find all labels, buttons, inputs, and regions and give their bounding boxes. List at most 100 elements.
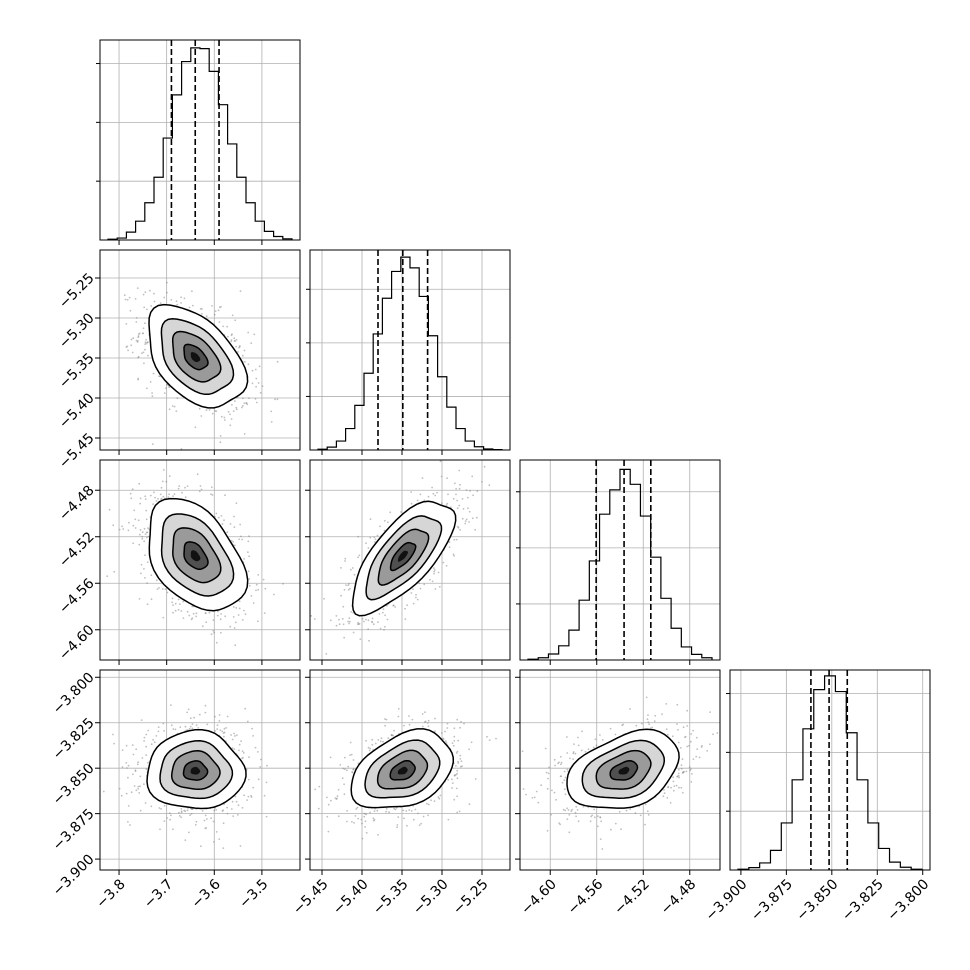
sample-point [419, 493, 422, 496]
sample-point [219, 729, 222, 732]
sample-point [265, 815, 268, 818]
sample-point [412, 588, 414, 591]
sample-point [198, 490, 201, 493]
sample-point [261, 385, 264, 388]
sample-point [610, 828, 612, 831]
sample-point [128, 296, 131, 299]
sample-point [220, 306, 222, 308]
sample-point [102, 790, 105, 793]
sample-point [472, 494, 474, 497]
sample-point [182, 617, 185, 619]
sample-point [137, 519, 140, 522]
sample-point [468, 803, 471, 806]
sample-point [120, 794, 123, 797]
sample-point [680, 767, 683, 770]
sample-point [665, 703, 668, 705]
sample-point [180, 448, 183, 450]
sample-point [250, 794, 252, 797]
sample-point [402, 809, 405, 812]
sample-point [172, 495, 174, 497]
sample-point [159, 828, 161, 831]
sample-point [224, 615, 227, 618]
sample-point [257, 588, 260, 591]
sample-point [204, 814, 207, 817]
sample-point [455, 493, 457, 496]
sample-point [125, 792, 128, 795]
sample-point [251, 664, 253, 666]
sample-point [169, 818, 172, 821]
axes-frame [99, 249, 301, 451]
sample-point [149, 494, 152, 497]
sample-point [397, 816, 400, 818]
sample-point [348, 622, 350, 625]
sample-point [246, 403, 249, 406]
sample-point [220, 515, 223, 517]
sample-point [233, 748, 236, 750]
sample-point [234, 735, 236, 737]
sample-point [147, 527, 150, 530]
sample-point [445, 564, 448, 567]
sample-point [257, 382, 260, 384]
sample-point [682, 791, 684, 794]
sample-point [248, 584, 251, 587]
sample-point [149, 289, 151, 292]
sample-point [143, 306, 146, 309]
sample-point [252, 735, 255, 737]
sample-point [230, 339, 233, 341]
contour-line-3 [183, 541, 209, 571]
scatter-panel-1-3 [309, 669, 511, 871]
contour-line-2 [170, 750, 221, 791]
sample-point [129, 492, 132, 495]
sample-point [452, 553, 455, 556]
sample-point [421, 477, 424, 479]
sample-point [233, 515, 236, 518]
sample-point [218, 720, 221, 722]
sample-point [146, 387, 148, 390]
sample-point [180, 296, 183, 299]
sample-point [330, 799, 332, 802]
histogram-step [107, 47, 293, 240]
contour-line-3 [389, 759, 416, 781]
sample-point [647, 714, 649, 716]
sample-point [141, 531, 144, 534]
sample-point [191, 727, 194, 730]
sample-point [438, 797, 441, 800]
sample-point [455, 538, 458, 541]
sample-point [648, 723, 650, 726]
sample-point [238, 743, 241, 746]
sample-point [150, 805, 153, 808]
sample-point [226, 325, 229, 328]
sample-point [343, 588, 346, 591]
sample-point [231, 747, 234, 750]
sample-point [205, 827, 208, 829]
sample-point [132, 337, 135, 340]
sample-point [113, 742, 115, 745]
sample-point [212, 629, 215, 632]
sample-point [235, 406, 238, 409]
sample-point [229, 413, 231, 416]
sample-point [461, 517, 464, 520]
sample-point [561, 781, 564, 784]
sample-point [427, 719, 430, 722]
sample-point [144, 577, 146, 579]
sample-point [421, 713, 424, 715]
density-fill-4 [190, 352, 201, 363]
sample-point [153, 741, 156, 744]
sample-point [689, 740, 692, 743]
sample-point [410, 592, 413, 594]
sample-point [645, 696, 648, 699]
sample-point [251, 382, 254, 385]
sample-point [247, 795, 250, 798]
sample-point [162, 469, 165, 471]
sample-point [356, 806, 359, 809]
sample-point [365, 618, 367, 621]
sample-point [274, 398, 276, 401]
sample-point [406, 604, 408, 607]
sample-point [446, 477, 448, 480]
sample-point [381, 611, 384, 614]
sample-point [147, 761, 149, 764]
sample-point [188, 306, 191, 309]
sample-point [243, 349, 246, 352]
sample-point [152, 503, 155, 505]
sample-point [118, 528, 121, 531]
